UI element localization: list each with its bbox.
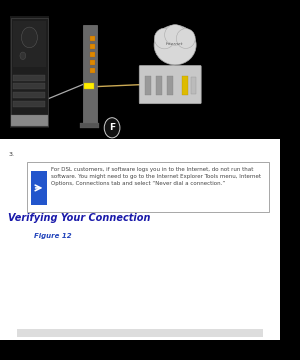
FancyBboxPatch shape [156, 76, 162, 95]
FancyBboxPatch shape [182, 76, 188, 95]
FancyBboxPatch shape [90, 52, 95, 57]
FancyBboxPatch shape [83, 25, 97, 124]
FancyBboxPatch shape [84, 83, 94, 89]
FancyBboxPatch shape [191, 77, 196, 94]
FancyBboxPatch shape [10, 16, 49, 128]
FancyBboxPatch shape [13, 21, 46, 67]
FancyBboxPatch shape [0, 139, 280, 340]
Text: 3.: 3. [8, 152, 14, 157]
FancyBboxPatch shape [27, 162, 269, 212]
FancyBboxPatch shape [17, 329, 263, 337]
Circle shape [21, 27, 38, 48]
FancyBboxPatch shape [90, 60, 95, 65]
Text: Figure 12: Figure 12 [34, 233, 71, 239]
FancyBboxPatch shape [145, 76, 151, 95]
FancyBboxPatch shape [31, 171, 47, 205]
Ellipse shape [154, 25, 196, 65]
FancyBboxPatch shape [90, 36, 95, 41]
FancyBboxPatch shape [14, 100, 45, 107]
Ellipse shape [154, 28, 175, 49]
FancyBboxPatch shape [167, 76, 172, 95]
Text: For DSL customers, if software logs you in to the Internet, do not run that
soft: For DSL customers, if software logs you … [51, 167, 261, 186]
FancyBboxPatch shape [139, 66, 201, 104]
FancyBboxPatch shape [90, 68, 95, 73]
FancyBboxPatch shape [14, 92, 45, 98]
FancyBboxPatch shape [90, 44, 95, 49]
Circle shape [104, 118, 120, 138]
Ellipse shape [165, 24, 186, 45]
Text: F: F [109, 123, 115, 132]
FancyBboxPatch shape [14, 84, 45, 89]
Ellipse shape [176, 29, 195, 49]
FancyBboxPatch shape [11, 115, 48, 126]
Text: Verifying Your Connection: Verifying Your Connection [8, 213, 151, 223]
Circle shape [20, 52, 26, 59]
FancyBboxPatch shape [80, 123, 99, 128]
FancyBboxPatch shape [14, 75, 45, 81]
Text: Internet: Internet [167, 41, 184, 46]
FancyBboxPatch shape [11, 18, 48, 126]
